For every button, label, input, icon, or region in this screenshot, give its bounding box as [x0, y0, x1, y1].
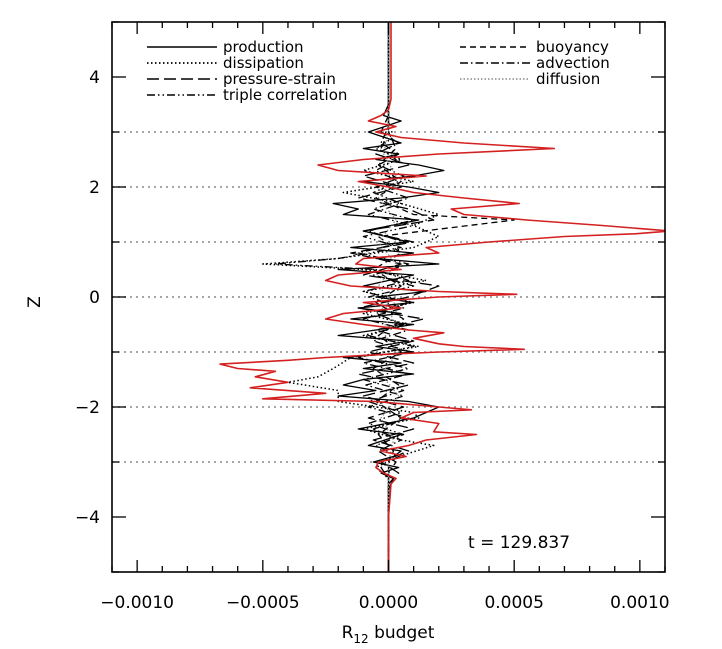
- legend: productiondissipationpressure-straintrip…: [147, 38, 610, 104]
- y-tick-label: 0: [89, 288, 100, 308]
- x-tick-label: 0.0005: [484, 593, 543, 613]
- series-line-longdash: [350, 22, 440, 572]
- legend-label: production: [223, 38, 304, 56]
- legend-label: pressure-strain: [223, 70, 336, 88]
- time-annotation: t = 129.837: [468, 533, 570, 553]
- x-axis-label-sub: 12: [353, 632, 368, 646]
- series-line-dashdotdot: [274, 22, 415, 572]
- axes: [111, 21, 666, 573]
- y-tick-label: 4: [89, 68, 100, 88]
- series-line-red: [219, 22, 665, 572]
- x-tick-label: 0.0010: [610, 593, 669, 613]
- y-tick-label: 2: [89, 178, 100, 198]
- x-tick-label: 0.0000: [359, 593, 418, 613]
- legend-label: dissipation: [223, 54, 304, 72]
- legend-label: buoyancy: [536, 38, 609, 56]
- y-tick-label: −4: [75, 508, 100, 528]
- x-axis-label-main: R: [342, 623, 354, 643]
- series-line-dashdot: [357, 22, 415, 572]
- legend-label: advection: [536, 54, 610, 72]
- x-tick-label: −0.0010: [100, 593, 174, 613]
- x-tick-label: −0.0005: [226, 593, 300, 613]
- y-axis-label: Z: [25, 296, 45, 308]
- series-layer: [219, 22, 665, 572]
- legend-label: diffusion: [536, 70, 600, 88]
- series-line-dottedgray: [377, 22, 400, 572]
- x-axis-label-rest: budget: [369, 623, 435, 643]
- y-tick-label: −2: [75, 398, 100, 418]
- series-line-dotted: [262, 22, 440, 572]
- x-axis-label: R12 budget: [342, 623, 435, 646]
- legend-label: triple correlation: [223, 86, 347, 104]
- tick-labels: −0.0010 −0.0005 0.0000 0.0005 0.0010 −4 −2 0 2 4: [75, 68, 670, 613]
